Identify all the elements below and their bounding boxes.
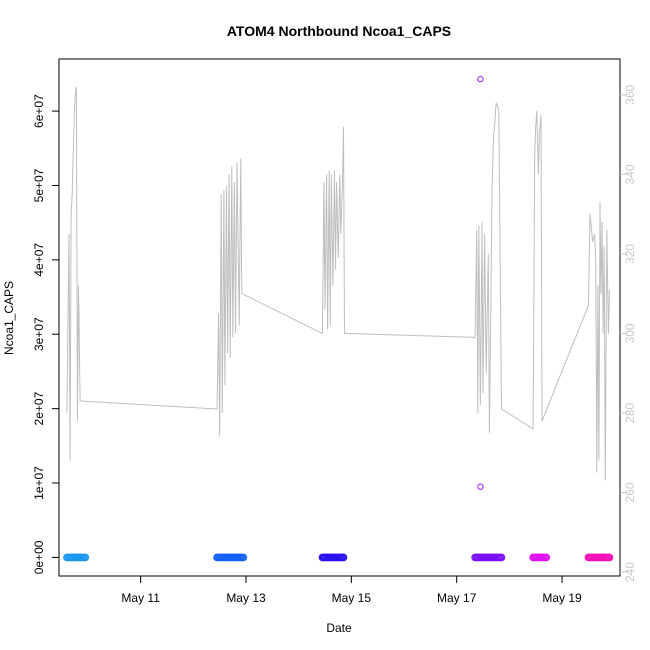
plot-frame <box>58 58 621 577</box>
y2-tick-label: 280 <box>623 403 637 423</box>
chart-title: ATOM4 Northbound Ncoa1_CAPS <box>227 23 451 39</box>
y-axis-right: 240 260 280 300 320 340 360 <box>620 84 637 582</box>
x-axis: May 11 May 13 May 15 May 17 May 19 <box>121 576 582 605</box>
y2-tick-label: 320 <box>623 244 637 264</box>
data-point-cluster-1 <box>239 553 248 562</box>
outlier-point <box>477 483 484 490</box>
outliers-layer <box>477 75 484 490</box>
y-tick-label: 2e+07 <box>32 391 46 425</box>
x-tick-label: May 11 <box>121 591 160 605</box>
y2-tick-label: 300 <box>623 323 637 343</box>
data-point-cluster-0 <box>81 553 90 562</box>
data-point-cluster-2 <box>339 553 348 562</box>
series-line <box>66 86 610 481</box>
line-series-layer <box>66 86 610 481</box>
data-point-cluster-5 <box>605 553 614 562</box>
y-tick-label: 1e+07 <box>32 466 46 500</box>
y-tick-label: 5e+07 <box>32 168 46 202</box>
y-tick-label: 6e+07 <box>32 94 46 128</box>
x-tick-label: May 13 <box>226 591 266 605</box>
y-tick-label: 4e+07 <box>32 243 46 277</box>
data-point-cluster-4 <box>542 553 551 562</box>
y-axis-label: Ncoa1_CAPS <box>2 281 16 355</box>
y2-tick-label: 340 <box>623 164 637 184</box>
y-axis-left: 0e+00 1e+07 2e+07 3e+07 4e+07 5e+07 6e+07 <box>32 94 59 574</box>
y2-tick-label: 240 <box>623 562 637 582</box>
x-axis-label: Date <box>326 621 352 635</box>
y2-tick-label: 260 <box>623 482 637 502</box>
point-clusters-layer <box>63 553 614 562</box>
y-tick-label: 3e+07 <box>32 317 46 351</box>
y-tick-label: 0e+00 <box>32 540 46 574</box>
x-tick-label: May 19 <box>542 591 582 605</box>
x-tick-label: May 15 <box>332 591 372 605</box>
x-tick-label: May 17 <box>437 591 477 605</box>
outlier-point <box>477 75 484 83</box>
data-point-cluster-3 <box>497 553 506 562</box>
y2-tick-label: 360 <box>623 84 637 104</box>
